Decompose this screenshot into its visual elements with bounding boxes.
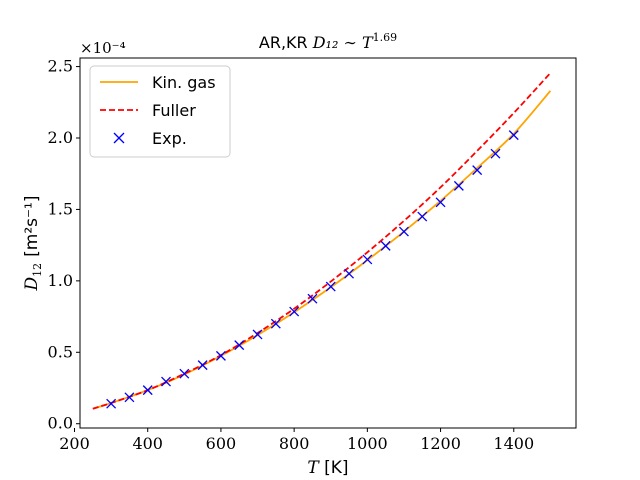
exp-data-point <box>234 340 245 351</box>
exp-data-point <box>472 165 483 176</box>
legend-label-fuller: Fuller <box>152 101 196 120</box>
chart-title-math: D₁₂ ∼ T <box>312 33 374 52</box>
exp-data-point <box>142 385 153 396</box>
x-tick-label: 400 <box>132 434 163 453</box>
legend-box <box>89 65 231 158</box>
chart-title: AR,KR D₁₂ ∼ T1.69 <box>259 31 397 52</box>
fuller-series-line <box>92 72 552 410</box>
x-axis-label-unit: [K] <box>319 458 349 478</box>
x-tick-label: 600 <box>206 434 237 453</box>
y-tick-label: 1.5 <box>48 199 73 218</box>
legend-label-exp: Exp. <box>152 129 187 148</box>
exp-data-point <box>398 226 409 237</box>
exp-data-point <box>490 148 501 159</box>
x-tick-label: 200 <box>59 434 90 453</box>
exp-data-point <box>270 318 281 329</box>
exp-data-point <box>453 180 464 191</box>
y-tick-label: 0.5 <box>48 342 73 361</box>
exp-data-point <box>435 197 446 208</box>
y-axis-label-unit: [m²s⁻¹] <box>22 196 42 257</box>
exp-data-point <box>344 268 355 279</box>
exp-data-point <box>508 130 519 141</box>
y-axis-label-var: D <box>22 276 42 291</box>
x-axis-label: T [K] <box>307 458 348 478</box>
x-axis-ticks: 200 400 600 800 1000 1200 1400 <box>59 428 534 453</box>
kin-gas-series-line <box>92 90 552 410</box>
y-tick-label: 2.5 <box>48 57 73 76</box>
exp-data-point <box>362 254 373 265</box>
plot-area-frame <box>79 57 577 429</box>
exp-data-point <box>124 392 135 403</box>
y-tick-label: 0.0 <box>48 414 73 433</box>
exp-data-point <box>106 398 117 409</box>
exp-data-point <box>289 306 300 317</box>
exp-data-point <box>417 211 428 222</box>
chart-title-prefix: AR,KR <box>259 33 313 52</box>
x-tick-label: 800 <box>279 434 310 453</box>
x-tick-label: 1400 <box>493 434 534 453</box>
y-offset-text: ×10⁻⁴ <box>80 39 126 57</box>
exp-data-point <box>179 368 190 379</box>
x-tick-label: 1200 <box>420 434 461 453</box>
legend-label-kin-gas: Kin. gas <box>152 73 216 92</box>
exp-data-point <box>252 329 263 340</box>
x-tick-label: 1000 <box>347 434 388 453</box>
y-axis-label: D12 [m²s⁻¹] <box>22 196 44 292</box>
y-axis-label-sub: 12 <box>31 263 44 277</box>
x-axis-label-var: T <box>307 458 320 478</box>
exp-data-point <box>380 240 391 251</box>
exp-data-point <box>161 376 171 387</box>
legend: Kin. gas Fuller Exp. <box>89 65 231 158</box>
exp-data-point <box>215 350 226 361</box>
exp-data-point <box>197 360 208 371</box>
legend-swatch-exp <box>113 132 125 144</box>
y-axis-ticks: 0.0 0.5 1.0 1.5 2.0 2.5 <box>48 57 80 433</box>
exp-data-point <box>325 281 336 292</box>
y-tick-label: 2.0 <box>48 128 73 147</box>
chart-title-exponent: 1.69 <box>373 31 398 44</box>
y-tick-label: 1.0 <box>48 271 73 290</box>
series-layer <box>92 72 552 410</box>
exp-data-point <box>307 293 318 304</box>
